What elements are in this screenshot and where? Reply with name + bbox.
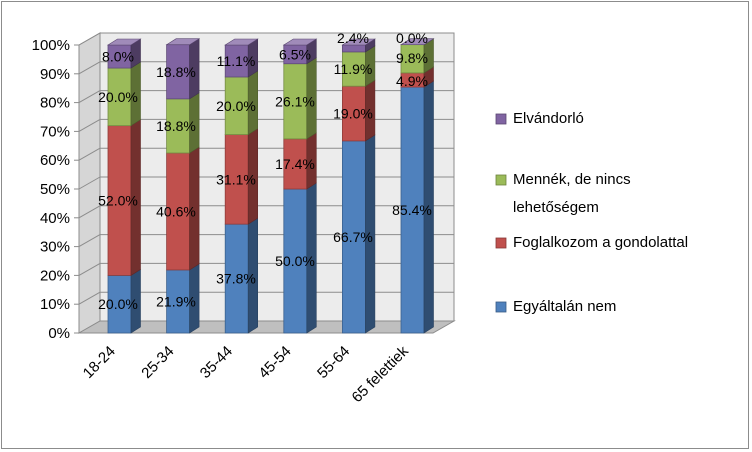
data-label: 9.8%: [396, 50, 428, 66]
bar-segment-top: [282, 38, 318, 46]
y-tick-label: 40%: [40, 210, 70, 227]
data-label: 21.9%: [156, 293, 196, 309]
data-label: 11.1%: [217, 53, 256, 69]
bar-segment-top: [399, 38, 435, 46]
data-label: 37.8%: [216, 271, 256, 287]
data-label: 40.6%: [156, 203, 196, 219]
data-label: 0.0%: [396, 30, 428, 46]
x-tick-label: 45-54: [255, 343, 294, 382]
gridline-side: [78, 61, 101, 75]
legend-label: Egyáltalán nem: [513, 298, 616, 315]
y-tick-label: 0%: [48, 325, 70, 342]
x-tick-label: 35-44: [197, 343, 236, 382]
x-tick-label: 18-24: [80, 343, 119, 382]
gridline-side: [78, 205, 101, 219]
data-label: 31.1%: [216, 171, 256, 187]
gridline-side: [78, 234, 101, 248]
legend-label: Foglalkozom a gondolattal: [513, 234, 688, 251]
bar-segment-top: [165, 38, 201, 46]
y-tick-label: 20%: [40, 267, 70, 284]
legend-swatch: [495, 301, 507, 313]
data-label: 50.0%: [275, 253, 315, 269]
data-label: 11.9%: [334, 61, 373, 77]
x-tick-label: 65 felettiek: [349, 342, 413, 406]
data-label: 52.0%: [98, 193, 138, 209]
data-label: 18.8%: [156, 64, 196, 80]
bar-segment-top: [341, 38, 376, 46]
data-label: 6.5%: [279, 46, 311, 62]
y-tick-label: 90%: [40, 66, 70, 83]
data-label: 19.0%: [333, 106, 373, 122]
gridline-side: [78, 90, 101, 104]
data-label: 20.0%: [216, 98, 256, 114]
data-label: 2.4%: [337, 30, 369, 46]
y-tick-label: 10%: [40, 296, 70, 313]
y-tick-label: 80%: [40, 95, 70, 112]
gridline-side: [78, 262, 101, 276]
y-tick-label: 30%: [40, 239, 70, 256]
y-tick-label: 60%: [40, 152, 70, 169]
x-tick-label: 25-34: [138, 343, 177, 382]
legend-label: Mennék, de nincs: [513, 171, 631, 188]
x-tick-label: 55-64: [314, 343, 353, 382]
data-label: 26.1%: [275, 93, 315, 109]
legend-label: lehetőségem: [513, 199, 599, 216]
data-label: 17.4%: [275, 156, 315, 172]
y-tick-label: 100%: [32, 37, 70, 54]
bar-segment: [341, 44, 366, 53]
legend-swatch: [495, 113, 507, 125]
bar-segment-top: [106, 38, 142, 46]
gridline-side: [78, 147, 101, 161]
gridline-side: [78, 291, 101, 305]
data-label: 20.0%: [98, 89, 138, 105]
data-label: 85.4%: [392, 202, 432, 218]
legend-swatch: [495, 174, 507, 186]
gridline-side: [78, 118, 101, 132]
legend-label: Elvándorló: [513, 110, 584, 127]
data-label: 18.8%: [156, 118, 196, 134]
data-label: 4.9%: [396, 73, 428, 89]
bar-segment-top: [224, 38, 259, 46]
gridline-side: [78, 176, 101, 190]
gridline-side: [78, 32, 101, 46]
legend-swatch: [495, 237, 507, 249]
y-tick-label: 70%: [40, 123, 70, 140]
data-label: 8.0%: [102, 49, 134, 65]
data-label: 20.0%: [98, 296, 138, 312]
data-label: 66.7%: [333, 229, 373, 245]
y-tick-label: 50%: [40, 181, 70, 198]
